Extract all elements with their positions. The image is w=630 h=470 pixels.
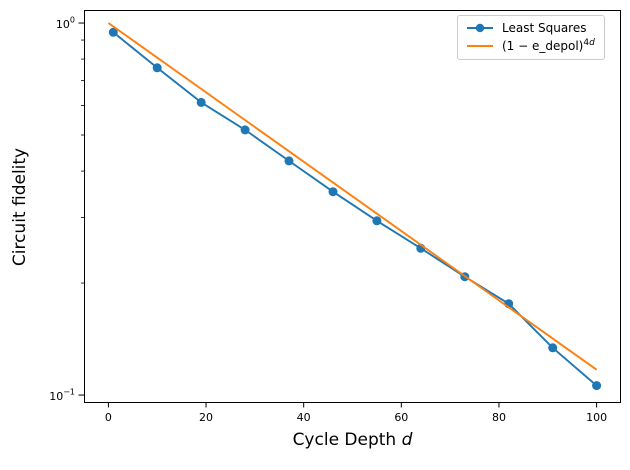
legend-line-marker-icon (467, 23, 493, 33)
axes-spines (84, 10, 621, 403)
series-line-least-squares (112, 31, 598, 387)
data-point-marker (328, 187, 338, 197)
y-axis-tick-label: 10−1 (49, 388, 75, 404)
legend-line-icon (467, 45, 493, 47)
x-axis-tick-label: 40 (297, 411, 311, 424)
data-point-marker (240, 125, 250, 135)
data-point-marker (284, 156, 294, 166)
x-axis-label: Cycle Depth d (84, 430, 621, 450)
legend-label-least-squares: Least Squares (502, 21, 587, 35)
x-axis-tick-label: 60 (394, 411, 408, 424)
legend: Least Squares (1 − e_depol)4d (457, 15, 605, 60)
x-axis-tick-label: 80 (492, 411, 506, 424)
x-axis-tick-label: 100 (586, 411, 607, 424)
x-axis-tick-label: 0 (105, 411, 112, 424)
data-point-marker (548, 343, 558, 353)
legend-item-fit-formula: (1 − e_depol)4d (466, 39, 595, 53)
y-axis-tick-label: 100 (56, 16, 75, 32)
x-axis-label-variable: d (401, 430, 413, 450)
x-axis-label-text: Cycle Depth (292, 430, 397, 450)
data-point-marker (592, 381, 602, 391)
data-point-marker (152, 63, 162, 73)
x-axis-tick-label: 20 (199, 411, 213, 424)
data-point-marker (108, 27, 118, 37)
legend-label-fit-formula: (1 − e_depol)4d (502, 38, 595, 54)
data-point-marker (372, 216, 382, 226)
legend-item-least-squares: Least Squares (466, 21, 595, 35)
y-axis-label: Circuit fidelity (10, 147, 30, 267)
series-line-fit-curve (107, 22, 598, 371)
data-point-marker (196, 97, 206, 107)
